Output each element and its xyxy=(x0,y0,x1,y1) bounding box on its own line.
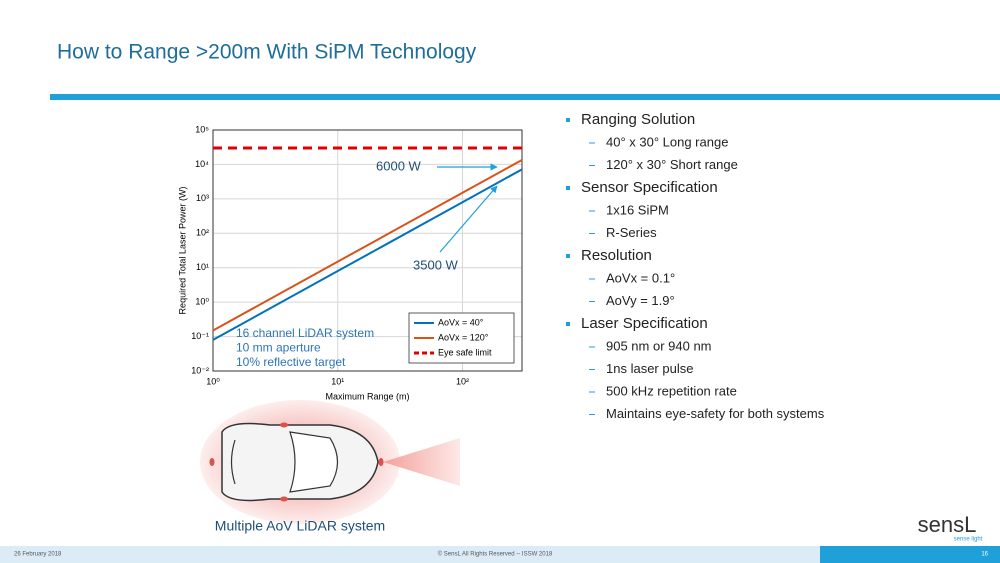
y-tick-label: 10⁰ xyxy=(195,297,209,307)
y-tick-label: 10³ xyxy=(196,193,209,203)
section-title: Sensor Specification xyxy=(581,179,718,196)
bullet xyxy=(566,186,570,190)
sensor xyxy=(209,458,215,466)
page-number: 16 xyxy=(981,552,988,558)
legend-label: AoVx = 120° xyxy=(438,332,489,342)
section-item: 1x16 SiPM xyxy=(606,202,669,217)
x-tick-label: 10⁰ xyxy=(206,376,220,386)
title-bar xyxy=(50,94,1000,100)
section-title: Ranging Solution xyxy=(581,111,695,128)
annotation: 3500 W xyxy=(413,257,459,272)
sensor xyxy=(280,422,288,428)
bullet-list: Ranging Solution 40° x 30° Long range 120°… xyxy=(566,111,825,421)
slide-title: How to Range >200m With SiPM Technology xyxy=(57,41,477,64)
y-tick-label: 10¹ xyxy=(196,262,209,272)
section-item: 905 nm or 940 nm xyxy=(606,338,712,353)
section-item: AoVx = 0.1° xyxy=(606,270,675,285)
section-item: 500 kHz repetition rate xyxy=(606,383,737,398)
section-item: 40° x 30° Long range xyxy=(606,134,728,149)
sensor xyxy=(378,458,384,466)
annotation-arrow xyxy=(439,185,498,253)
footer-page-band xyxy=(820,546,1000,563)
series-line xyxy=(212,159,523,332)
legend-label: Eye safe limit xyxy=(438,347,492,357)
section-item: 1ns laser pulse xyxy=(606,361,693,376)
y-tick-label: 10² xyxy=(196,228,209,238)
y-axis-label: Required Total Laser Power (W) xyxy=(177,187,187,315)
car-diagram xyxy=(200,400,460,524)
y-tick-label: 10⁻¹ xyxy=(191,331,209,341)
plot-frame xyxy=(212,129,523,372)
chart: 10⁻² 10⁻¹ 10⁰ 10¹ 10² 10³ 10⁴ 10⁵ 10⁰ 10¹ 10² Maxim… xyxy=(177,124,523,401)
sensor xyxy=(280,496,288,502)
text-box-line: 10% reflective target xyxy=(236,355,346,369)
footer-date: 26 February 2018 xyxy=(14,552,62,558)
logo-tagline: sense light xyxy=(954,537,983,543)
bullet xyxy=(566,118,570,122)
logo: sensL xyxy=(918,512,977,537)
legend-label: AoVx = 40° xyxy=(438,317,484,327)
bullet xyxy=(566,254,570,258)
section-title: Laser Specification xyxy=(581,315,708,332)
car-window xyxy=(230,439,236,485)
x-axis-label: Maximum Range (m) xyxy=(325,391,409,401)
y-tick-label: 10⁻² xyxy=(191,365,209,375)
text-box-line: 10 mm aperture xyxy=(236,341,321,355)
y-tick-label: 10⁵ xyxy=(195,124,209,134)
section-item: Maintains eye-safety for both systems xyxy=(606,406,825,421)
x-tick-label: 10² xyxy=(456,376,469,386)
bullet xyxy=(566,322,570,326)
x-tick-label: 10¹ xyxy=(331,376,344,386)
footer-band xyxy=(0,546,820,563)
footer-copyright: © SensL All Rights Reserved -- ISSW 2018 xyxy=(438,551,553,558)
figure-caption: Multiple AoV LiDAR system xyxy=(215,518,385,534)
section-item: R-Series xyxy=(606,225,657,240)
annotation: 6000 W xyxy=(376,158,422,173)
y-tick-label: 10⁴ xyxy=(195,159,209,169)
text-box-line: 16 channel LiDAR system xyxy=(236,326,374,340)
section-item: 120° x 30° Short range xyxy=(606,157,738,172)
long-range-field xyxy=(383,438,460,486)
section-title: Resolution xyxy=(581,247,652,264)
car-roof xyxy=(289,431,339,493)
section-item: AoVy = 1.9° xyxy=(606,293,675,308)
